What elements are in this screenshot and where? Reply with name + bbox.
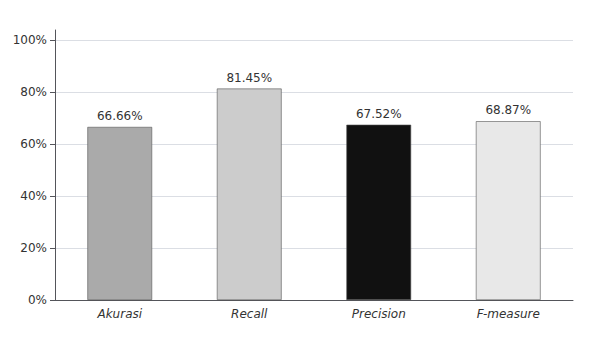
svg-text:40%: 40% (20, 189, 47, 203)
svg-text:Precision: Precision (352, 307, 406, 321)
svg-text:F-measure: F-measure (477, 307, 540, 321)
svg-text:80%: 80% (20, 85, 47, 99)
svg-text:60%: 60% (20, 137, 47, 151)
svg-text:66.66%: 66.66% (97, 109, 143, 123)
svg-text:67.52%: 67.52% (356, 107, 402, 121)
svg-text:Akurasi: Akurasi (96, 307, 142, 321)
svg-text:81.45%: 81.45% (226, 71, 272, 85)
svg-text:0%: 0% (28, 293, 47, 307)
svg-text:100%: 100% (13, 33, 47, 47)
svg-text:20%: 20% (20, 241, 47, 255)
svg-text:68.87%: 68.87% (485, 103, 531, 117)
svg-text:Recall: Recall (231, 307, 268, 321)
